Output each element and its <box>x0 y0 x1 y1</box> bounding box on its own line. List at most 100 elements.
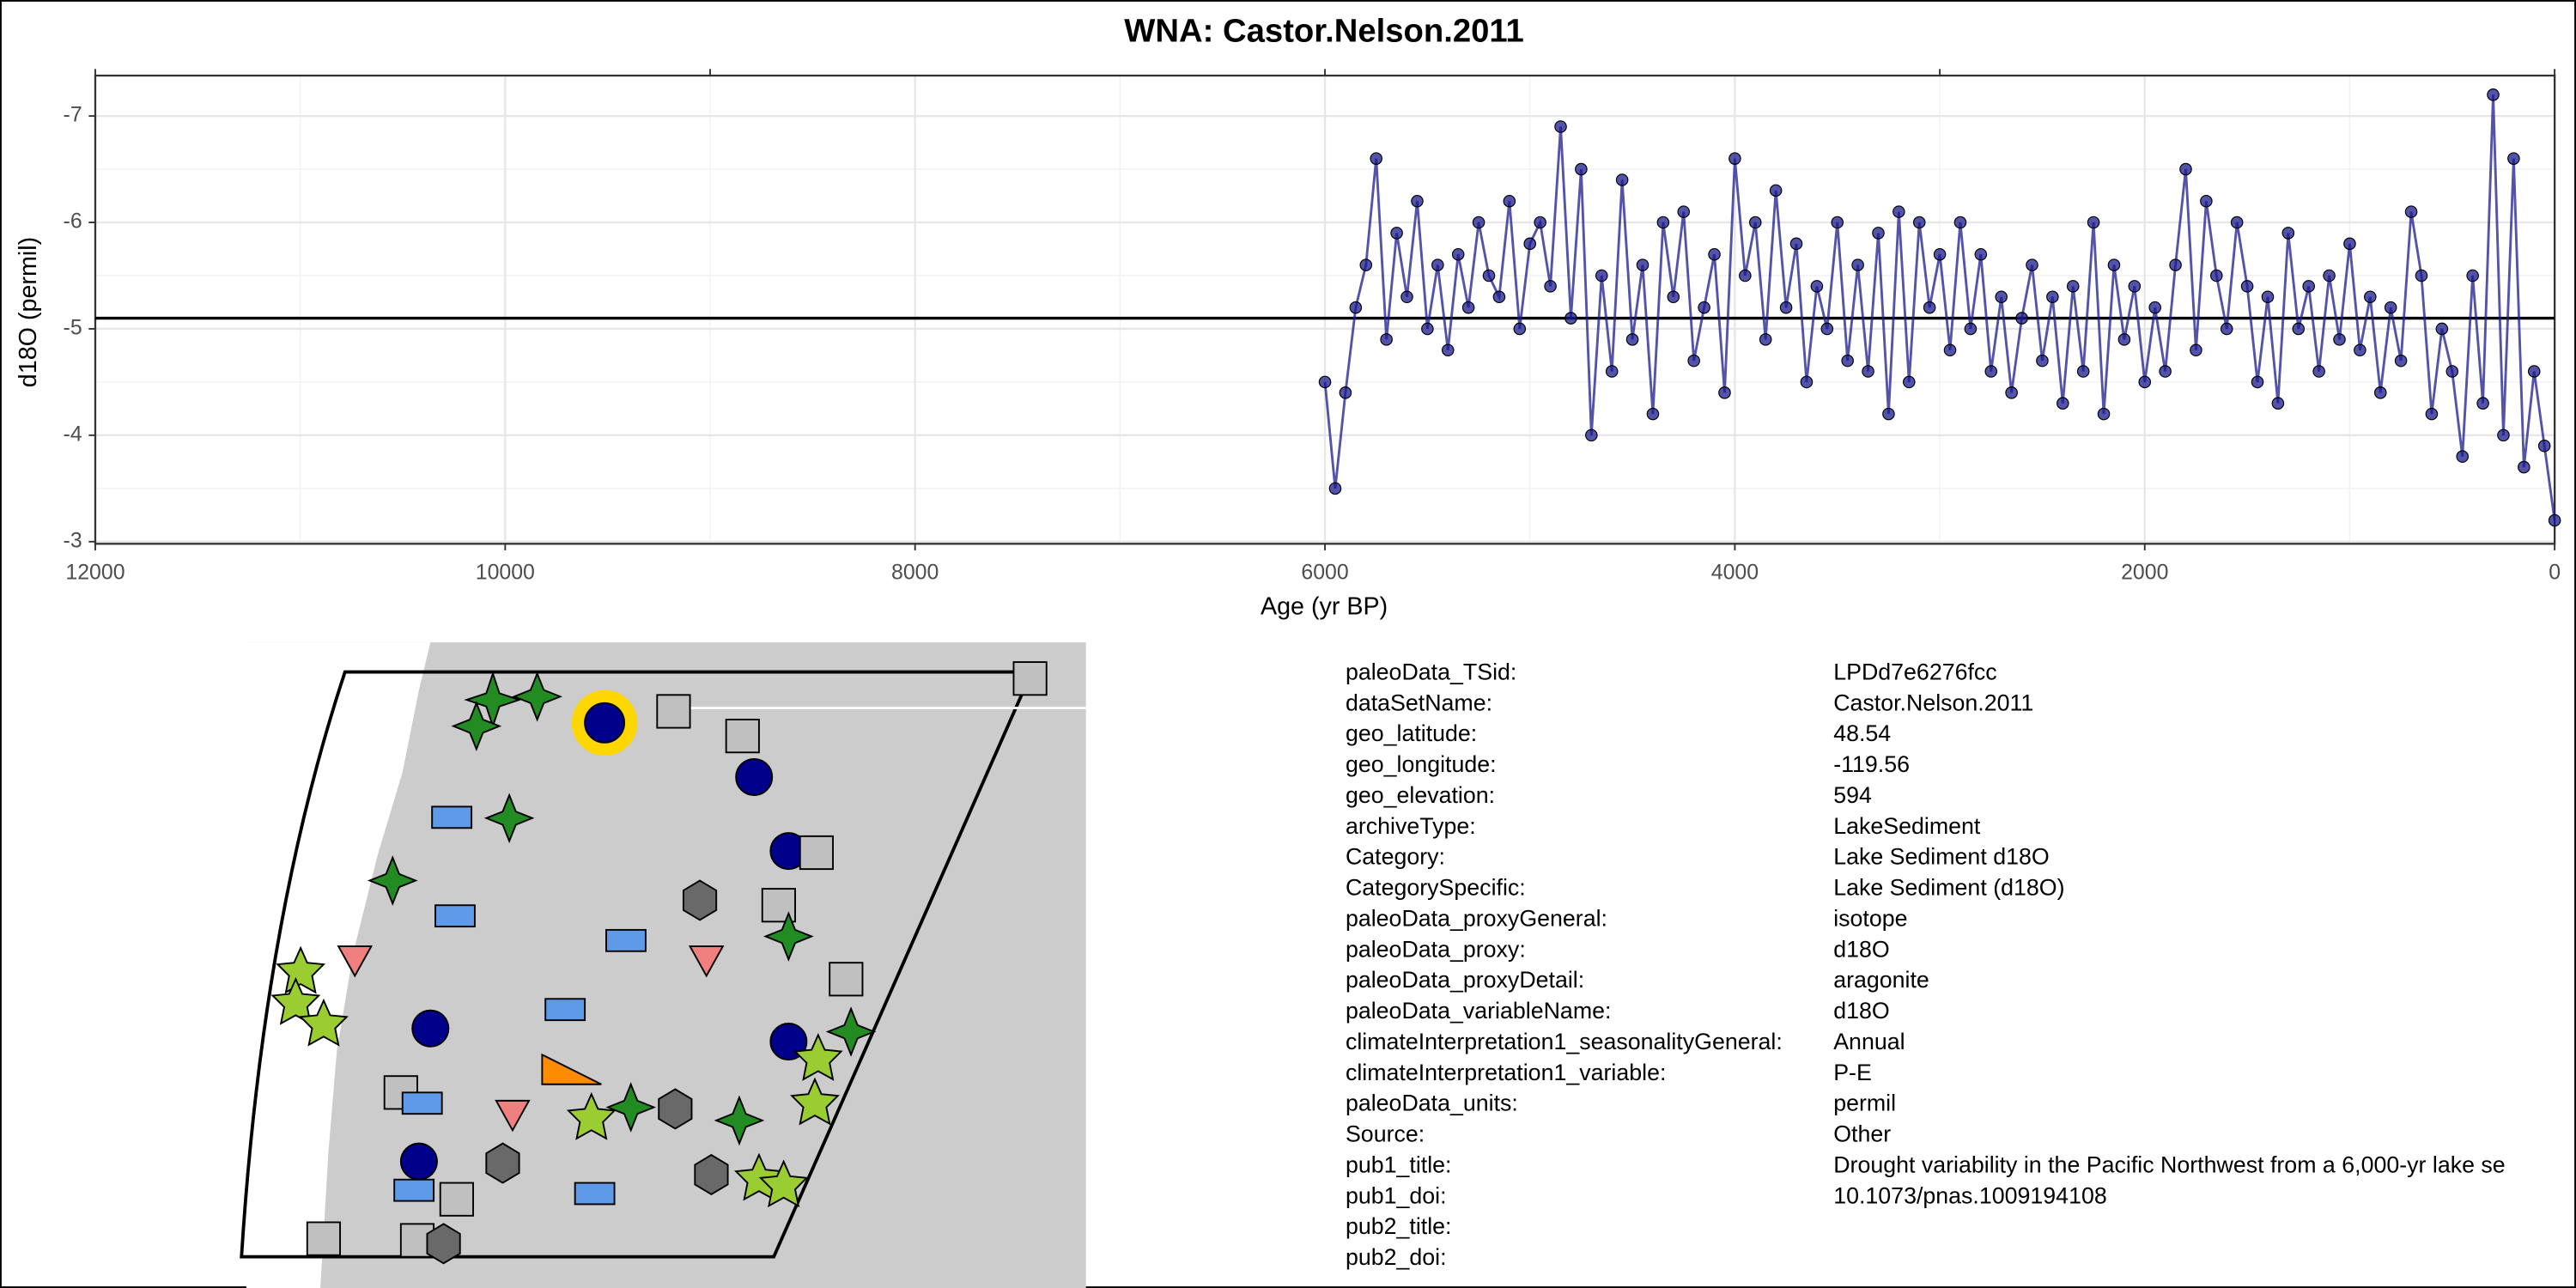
metadata-key: CategorySpecific: <box>1346 875 1526 901</box>
data-point <box>1328 482 1342 495</box>
metadata-key: paleoData_variableName: <box>1346 998 1611 1024</box>
y-tick-label: -5 <box>64 316 82 340</box>
x-tick-label: 12000 <box>65 560 125 584</box>
data-point <box>1912 216 1926 229</box>
data-point <box>1339 386 1352 399</box>
x-tick-label: 2000 <box>2121 560 2168 584</box>
x-axis-label: Age (yr BP) <box>1261 592 1388 620</box>
map <box>240 642 1086 1288</box>
data-point <box>1728 152 1741 165</box>
metadata-value: LPDd7e6276fcc <box>1833 659 1996 685</box>
data-point <box>1882 407 1895 421</box>
data-point <box>2415 269 2428 283</box>
metadata-value: Drought variability in the Pacific North… <box>1833 1151 2505 1177</box>
data-point <box>2537 440 2551 453</box>
data-point <box>2271 397 2285 410</box>
data-point <box>1431 258 1444 271</box>
metadata-key: climateInterpretation1_seasonalityGenera… <box>1346 1029 1783 1054</box>
metadata-value: aragonite <box>1833 967 1929 993</box>
metadata-key: Source: <box>1346 1121 1425 1147</box>
y-tick-label: -4 <box>64 422 82 446</box>
data-point <box>2548 513 2561 527</box>
data-point <box>2323 269 2336 283</box>
data-point <box>1831 216 1844 229</box>
data-point <box>2518 460 2530 474</box>
data-point <box>1625 333 1639 346</box>
data-point <box>2404 205 2418 218</box>
data-point <box>2507 152 2520 165</box>
data-point <box>1400 290 1413 304</box>
data-point <box>1472 216 1485 229</box>
site-marker <box>541 1053 602 1085</box>
data-point <box>1862 365 1874 378</box>
metadata-key: pub1_title: <box>1346 1151 1452 1177</box>
data-point <box>1779 301 1793 314</box>
data-point <box>1769 184 1783 197</box>
data-point <box>1554 120 1567 133</box>
x-tick-label: 10000 <box>476 560 535 584</box>
data-point <box>2005 386 2018 399</box>
data-point <box>1698 301 1710 314</box>
data-point <box>1349 301 1363 314</box>
data-point <box>1359 258 1373 271</box>
data-point <box>1800 375 1814 389</box>
data-point <box>2220 322 2233 336</box>
data-point <box>1820 322 1834 336</box>
site-markers <box>306 661 1048 1258</box>
data-point <box>2128 280 2142 293</box>
data-point <box>1667 290 1680 304</box>
data-point <box>2159 365 2172 378</box>
data-point <box>1903 375 1916 389</box>
metadata-key: climateInterpretation1_variable: <box>1346 1060 1666 1085</box>
data-point <box>2476 397 2489 410</box>
data-point <box>2466 269 2479 283</box>
ocean <box>246 642 431 1288</box>
metadata-value: 48.54 <box>1833 720 1891 746</box>
data-point <box>2527 365 2541 378</box>
data-point <box>1370 152 1382 165</box>
data-point <box>1544 280 1557 293</box>
data-point <box>1872 227 1885 240</box>
data-point <box>2117 333 2131 346</box>
data-point <box>2445 365 2459 378</box>
data-point <box>2076 365 2090 378</box>
y-tick-label: -6 <box>64 210 82 234</box>
data-point <box>2261 290 2275 304</box>
metadata-value: 10.1073/pnas.1009194108 <box>1833 1182 2107 1208</box>
data-point <box>2281 227 2295 240</box>
data-point <box>2302 280 2315 293</box>
y-axis-label: d18O (permil) <box>15 237 42 387</box>
metadata-value: P-E <box>1833 1060 1872 1085</box>
data-point <box>1810 280 1824 293</box>
data-point <box>2354 343 2366 357</box>
data-point <box>1953 216 1967 229</box>
data-point <box>1482 269 1496 283</box>
data-point <box>2343 237 2356 251</box>
data-point <box>1708 247 1721 261</box>
metadata-key: geo_longitude: <box>1346 751 1497 777</box>
y-tick-label: -7 <box>64 103 82 127</box>
data-point <box>1441 343 1455 357</box>
data-point <box>2292 322 2306 336</box>
metadata-key: pub2_doi: <box>1346 1244 1447 1270</box>
data-point <box>1564 312 1577 325</box>
site-markers <box>426 879 729 1265</box>
data-point <box>2333 333 2346 346</box>
data-point <box>2179 162 2192 176</box>
data-point <box>1749 216 1762 229</box>
data-point <box>2057 397 2069 410</box>
site-marker <box>584 702 625 744</box>
data-point <box>2138 375 2152 389</box>
data-point <box>1636 258 1649 271</box>
data-point <box>2200 194 2213 208</box>
x-tick-label: 6000 <box>1301 560 1348 584</box>
data-point <box>1451 247 1465 261</box>
plot-area: 12000 10000 8000 6000 4000 2000 0 -7 -6 -5 -4 -3 <box>64 69 2561 584</box>
chart-title: WNA: Castor.Nelson.2011 <box>1124 12 1524 49</box>
data-point <box>1421 322 1434 336</box>
metadata-value: Castor.Nelson.2011 <box>1833 690 2033 715</box>
data-point <box>1656 216 1670 229</box>
data-point <box>2487 88 2500 101</box>
data-point <box>1492 290 1506 304</box>
metadata-value: permil <box>1833 1091 1896 1116</box>
